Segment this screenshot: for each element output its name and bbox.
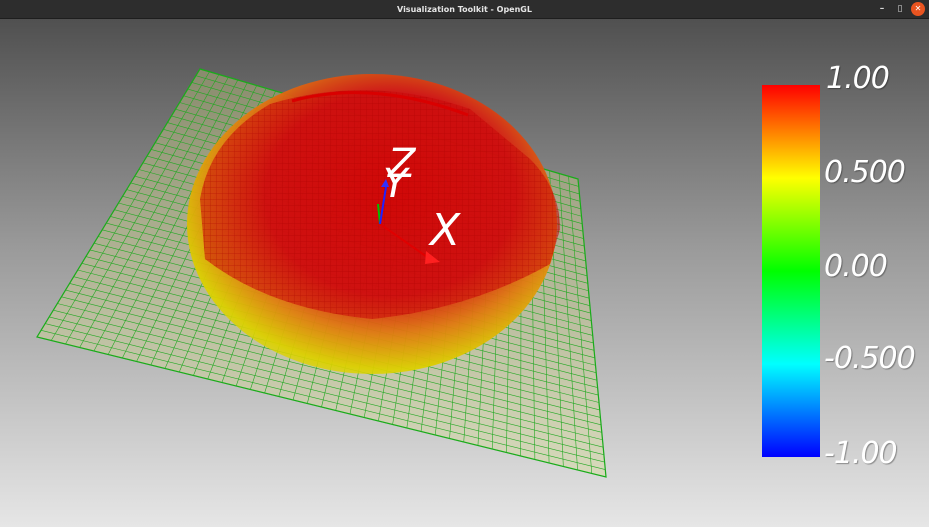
scene-canvas[interactable]: X Y Z xyxy=(0,19,929,527)
title-bar[interactable]: Visualization Toolkit - OpenGL – ▯ ✕ xyxy=(0,0,929,19)
render-viewport[interactable]: X Y Z 1.00 0.500 0.00 -0.500 -1.00 xyxy=(0,19,929,527)
surface-dome xyxy=(187,74,560,374)
scalar-bar xyxy=(762,85,820,457)
z-axis-line xyxy=(379,186,387,225)
close-button[interactable]: ✕ xyxy=(911,2,925,16)
maximize-button[interactable]: ▯ xyxy=(897,4,903,14)
x-axis-line xyxy=(379,223,431,260)
scalar-bar-label-middle: 0.00 xyxy=(824,249,888,284)
scalar-bar-label-upper: 0.500 xyxy=(824,155,906,190)
z-axis-arrow xyxy=(381,179,389,187)
orientation-axes: X Y Z xyxy=(377,141,461,264)
scalar-bar-label-max: 1.00 xyxy=(826,61,890,96)
y-axis-label: Y xyxy=(383,161,411,207)
window-title: Visualization Toolkit - OpenGL xyxy=(397,4,532,14)
x-axis-arrow xyxy=(425,251,440,264)
scalar-bar-label-lower: -0.500 xyxy=(824,341,916,376)
z-axis-label: Z xyxy=(387,141,417,187)
minimize-button[interactable]: – xyxy=(879,4,885,14)
window-controls: – ▯ ✕ xyxy=(875,2,925,16)
x-axis-label: X xyxy=(428,205,461,256)
scalar-bar-label-min: -1.00 xyxy=(824,436,898,471)
